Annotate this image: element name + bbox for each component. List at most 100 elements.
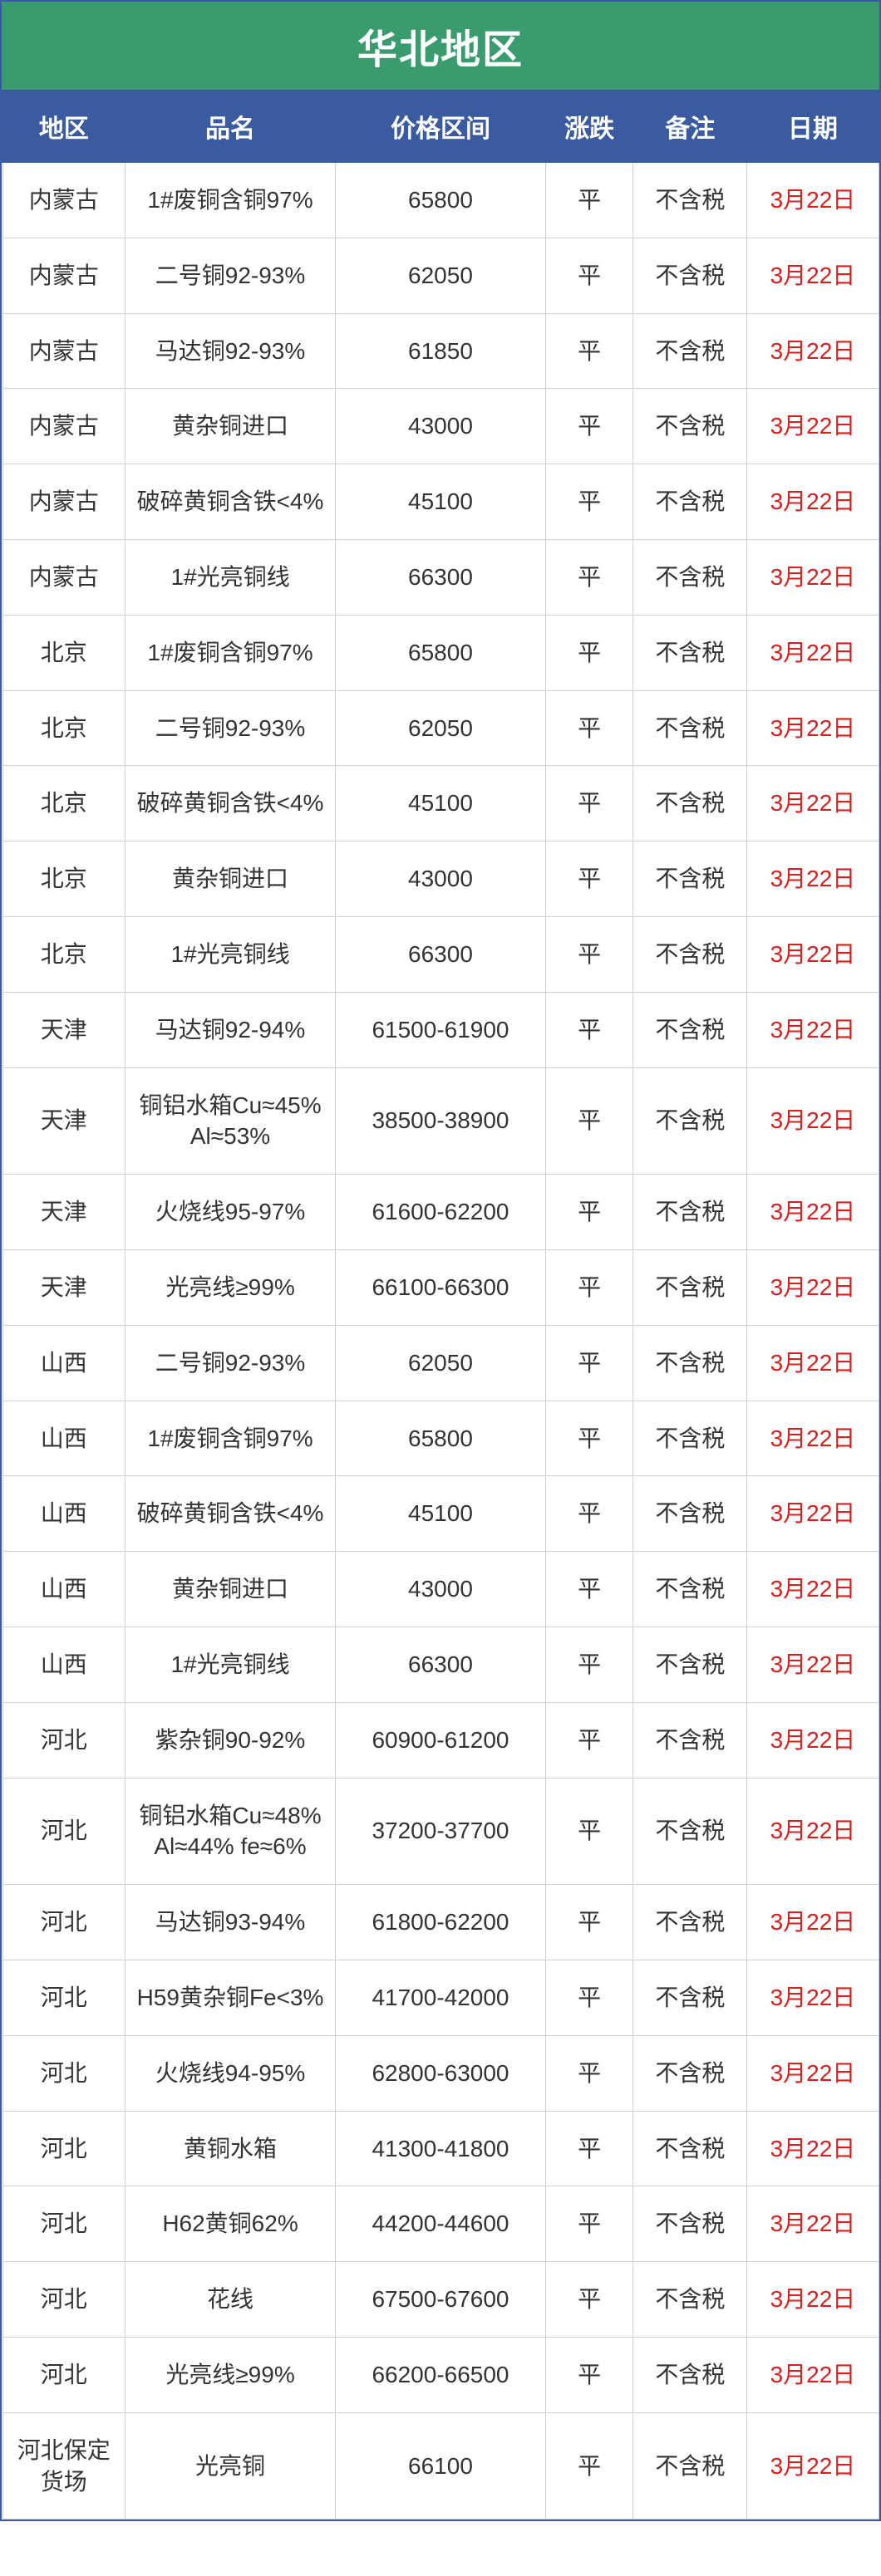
col-name: 品名 (126, 91, 336, 162)
price-cell: 65800 (336, 162, 546, 238)
date-cell: 3月22日 (747, 2337, 879, 2412)
date-cell: 3月22日 (747, 238, 879, 313)
region-cell: 北京 (2, 766, 126, 841)
change-cell: 平 (545, 1401, 632, 1476)
date-cell: 3月22日 (747, 1401, 879, 1476)
note-cell: 不含税 (633, 313, 747, 389)
note-cell: 不含税 (633, 1249, 747, 1325)
date-cell: 3月22日 (747, 162, 879, 238)
price-cell: 66300 (336, 1627, 546, 1702)
table-row: 河北紫杂铜90-92%60900-61200平不含税3月22日 (2, 1702, 879, 1778)
table-row: 河北铜铝水箱Cu≈48% Al≈44% fe≈6%37200-37700平不含税… (2, 1778, 879, 1885)
change-cell: 平 (545, 1325, 632, 1401)
date-cell: 3月22日 (747, 1552, 879, 1627)
price-cell: 45100 (336, 1476, 546, 1552)
note-cell: 不含税 (633, 1702, 747, 1778)
table-row: 山西破碎黄铜含铁<4%45100平不含税3月22日 (2, 1476, 879, 1552)
region-cell: 天津 (2, 1175, 126, 1250)
name-cell: 1#光亮铜线 (126, 539, 336, 615)
price-cell: 62050 (336, 690, 546, 766)
name-cell: 1#光亮铜线 (126, 916, 336, 992)
region-cell: 山西 (2, 1401, 126, 1476)
note-cell: 不含税 (633, 2262, 747, 2338)
name-cell: 黄铜水箱 (126, 2111, 336, 2186)
region-cell: 山西 (2, 1552, 126, 1627)
change-cell: 平 (545, 1249, 632, 1325)
note-cell: 不含税 (633, 389, 747, 464)
date-cell: 3月22日 (747, 841, 879, 917)
price-table: 地区 品名 价格区间 涨跌 备注 日期 内蒙古1#废铜含铜97%65800平不含… (2, 90, 879, 2520)
note-cell: 不含税 (633, 1175, 747, 1250)
change-cell: 平 (545, 992, 632, 1067)
date-cell: 3月22日 (747, 1778, 879, 1885)
table-row: 内蒙古马达铜92-93%61850平不含税3月22日 (2, 313, 879, 389)
price-cell: 67500-67600 (336, 2262, 546, 2338)
change-cell: 平 (545, 162, 632, 238)
region-cell: 山西 (2, 1476, 126, 1552)
price-cell: 61850 (336, 313, 546, 389)
price-cell: 60900-61200 (336, 1702, 546, 1778)
region-cell: 内蒙古 (2, 162, 126, 238)
name-cell: 黄杂铜进口 (126, 841, 336, 917)
price-cell: 66300 (336, 916, 546, 992)
note-cell: 不含税 (633, 1885, 747, 1960)
note-cell: 不含税 (633, 992, 747, 1067)
change-cell: 平 (545, 313, 632, 389)
change-cell: 平 (545, 615, 632, 690)
change-cell: 平 (545, 1702, 632, 1778)
name-cell: 1#废铜含铜97% (126, 162, 336, 238)
date-cell: 3月22日 (747, 389, 879, 464)
region-cell: 山西 (2, 1325, 126, 1401)
table-row: 天津马达铜92-94%61500-61900平不含税3月22日 (2, 992, 879, 1067)
table-row: 北京1#废铜含铜97%65800平不含税3月22日 (2, 615, 879, 690)
price-cell: 66100 (336, 2412, 546, 2520)
note-cell: 不含税 (633, 2186, 747, 2262)
date-cell: 3月22日 (747, 464, 879, 540)
region-cell: 河北 (2, 2111, 126, 2186)
table-head: 地区 品名 价格区间 涨跌 备注 日期 (2, 91, 879, 162)
table-row: 河北马达铜93-94%61800-62200平不含税3月22日 (2, 1885, 879, 1960)
col-price: 价格区间 (336, 91, 546, 162)
price-cell: 66200-66500 (336, 2337, 546, 2412)
region-cell: 北京 (2, 690, 126, 766)
region-cell: 内蒙古 (2, 539, 126, 615)
date-cell: 3月22日 (747, 1476, 879, 1552)
note-cell: 不含税 (633, 539, 747, 615)
region-cell: 天津 (2, 992, 126, 1067)
name-cell: 紫杂铜90-92% (126, 1702, 336, 1778)
change-cell: 平 (545, 1067, 632, 1175)
name-cell: 二号铜92-93% (126, 238, 336, 313)
name-cell: 光亮线≥99% (126, 1249, 336, 1325)
price-cell: 44200-44600 (336, 2186, 546, 2262)
table-body: 内蒙古1#废铜含铜97%65800平不含税3月22日内蒙古二号铜92-93%62… (2, 162, 879, 2520)
table-row: 北京1#光亮铜线66300平不含税3月22日 (2, 916, 879, 992)
name-cell: 光亮线≥99% (126, 2337, 336, 2412)
change-cell: 平 (545, 2262, 632, 2338)
table-row: 山西1#光亮铜线66300平不含税3月22日 (2, 1627, 879, 1702)
price-cell: 61600-62200 (336, 1175, 546, 1250)
change-cell: 平 (545, 2412, 632, 2520)
price-table-container: 华北地区 地区 品名 价格区间 涨跌 备注 日期 内蒙古1#废铜含铜97%658… (0, 0, 881, 2521)
note-cell: 不含税 (633, 464, 747, 540)
note-cell: 不含税 (633, 766, 747, 841)
price-cell: 43000 (336, 841, 546, 917)
price-cell: 65800 (336, 615, 546, 690)
date-cell: 3月22日 (747, 916, 879, 992)
date-cell: 3月22日 (747, 1702, 879, 1778)
name-cell: 破碎黄铜含铁<4% (126, 766, 336, 841)
name-cell: 光亮铜 (126, 2412, 336, 2520)
note-cell: 不含税 (633, 2111, 747, 2186)
change-cell: 平 (545, 1885, 632, 1960)
name-cell: H59黄杂铜Fe<3% (126, 1960, 336, 2035)
table-row: 内蒙古二号铜92-93%62050平不含税3月22日 (2, 238, 879, 313)
note-cell: 不含税 (633, 1778, 747, 1885)
change-cell: 平 (545, 1175, 632, 1250)
price-cell: 62050 (336, 1325, 546, 1401)
note-cell: 不含税 (633, 916, 747, 992)
table-title: 华北地区 (2, 2, 879, 90)
table-row: 天津火烧线95-97%61600-62200平不含税3月22日 (2, 1175, 879, 1250)
table-row: 天津光亮线≥99%66100-66300平不含税3月22日 (2, 1249, 879, 1325)
region-cell: 河北 (2, 1778, 126, 1885)
region-cell: 河北 (2, 2337, 126, 2412)
table-row: 北京黄杂铜进口43000平不含税3月22日 (2, 841, 879, 917)
